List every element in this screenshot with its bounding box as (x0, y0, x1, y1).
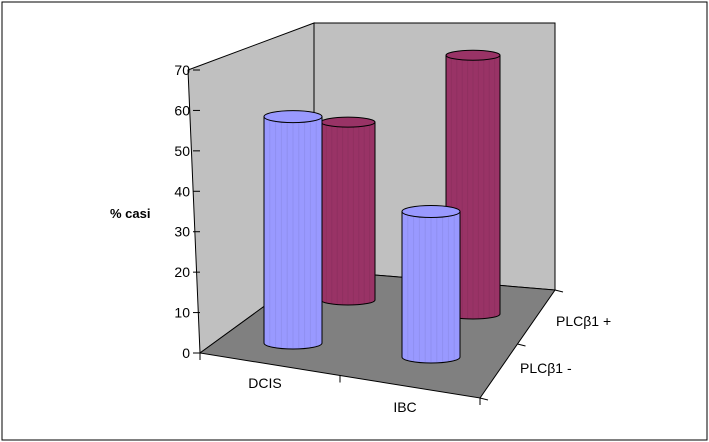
bar-body (401, 210, 461, 364)
y-tick-label: 0 (182, 345, 190, 361)
depth-axis: PLCβ1 - PLCβ1 + (479, 289, 611, 401)
bar-body (263, 116, 323, 350)
depth-tick (517, 343, 526, 347)
depth-tick (554, 289, 564, 293)
y-tick-label: 20 (174, 264, 190, 280)
bar-minus-dcis (263, 110, 323, 350)
y-tick-label: 30 (174, 224, 190, 240)
bar-plus-dcis (320, 116, 376, 306)
y-tick-label: 40 (174, 183, 190, 199)
bar-top (320, 116, 376, 128)
series-label: PLCβ1 - (520, 360, 572, 376)
y-tick-label: 60 (174, 102, 190, 118)
bar-minus-ibc (401, 204, 461, 364)
y-axis-label: % casi (110, 206, 150, 221)
x-category-label: IBC (393, 399, 416, 415)
y-tick-label: 70 (174, 62, 190, 78)
bars (263, 49, 501, 364)
y-tick-label: 10 (174, 305, 190, 321)
x-axis: DCIS IBC (199, 353, 481, 415)
x-category-label: DCIS (248, 375, 281, 391)
bar-top (401, 204, 461, 218)
bar-top (445, 49, 501, 61)
series-label: PLCβ1 + (556, 313, 611, 329)
bar-top (263, 110, 323, 124)
y-tick-label: 50 (174, 143, 190, 159)
bar-body (320, 121, 376, 306)
y-axis: 0 10 20 30 40 50 60 70 (174, 62, 200, 361)
depth-tick (479, 397, 489, 401)
